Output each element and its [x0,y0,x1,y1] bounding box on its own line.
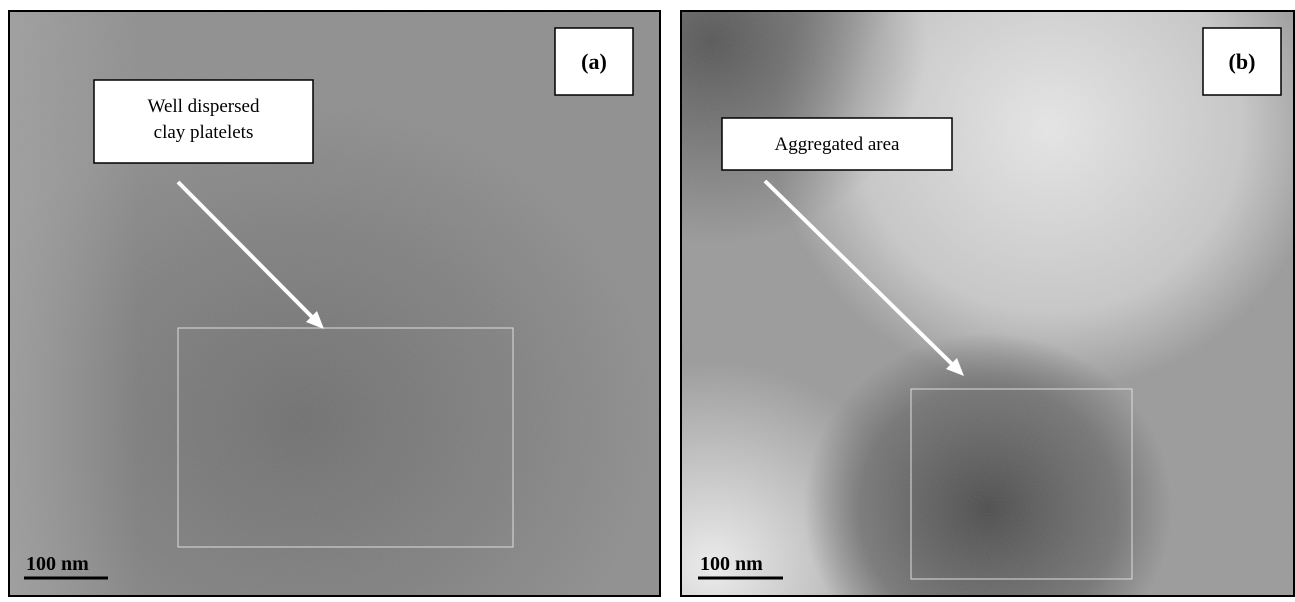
scale-bar-label: 100 nm [26,553,89,575]
callout-box [721,117,953,171]
panel-label: (b) [1229,49,1256,74]
grain [681,11,1295,596]
panel-label: (a) [581,49,607,74]
callout-text: clay platelets [154,122,254,143]
panel-a: Well dispersed clay platelets (a) 100 nm [8,10,661,597]
callout-text: Aggregated area [774,134,900,155]
label-box [1202,27,1282,96]
highlight-box [177,327,514,548]
panel-b: Aggregated area (b) 100 nm [680,10,1295,597]
arrow-head [306,311,324,329]
highlight-box [910,388,1133,580]
callout-text: Well dispersed [148,96,260,117]
arrow [763,179,958,370]
label-box [554,27,634,96]
frame [680,10,1295,597]
arrow [176,180,318,323]
callout-box [93,79,314,164]
scale-bar-label: 100 nm [700,553,763,575]
arrow-head [946,358,964,376]
frame [8,10,661,597]
